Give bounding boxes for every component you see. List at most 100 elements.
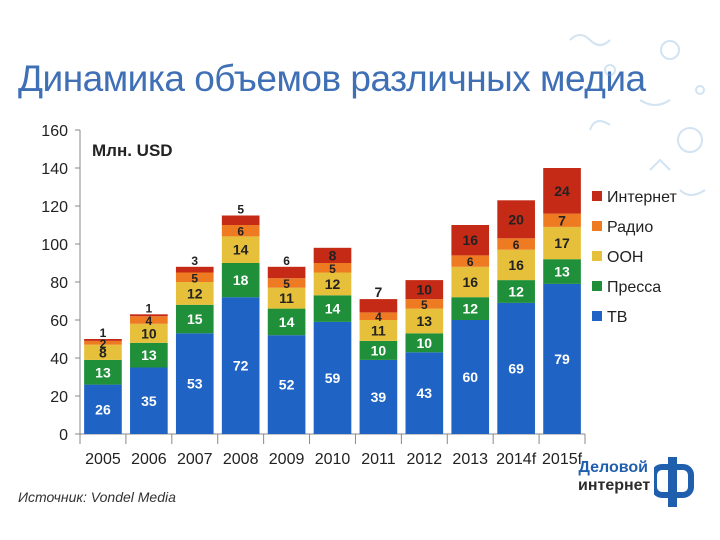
bar-segment-internet <box>405 280 444 300</box>
bar-value-label: 13 <box>95 364 111 380</box>
bar-value-label: 11 <box>279 290 294 306</box>
bar-segment-tv <box>497 302 535 434</box>
bar-segment-internet <box>497 200 535 239</box>
bar-segment-ooh <box>543 226 581 260</box>
bar-value-label: 10 <box>417 335 433 351</box>
bar-value-label: 20 <box>508 211 524 227</box>
y-tick-label: 80 <box>50 275 68 292</box>
bar-segment-internet <box>130 314 168 317</box>
bar-segment-radio <box>543 213 581 227</box>
bar-segment-tv <box>175 333 214 434</box>
x-tick-label: 2009 <box>269 451 305 468</box>
page-title: Динамика объемов различных медиа <box>18 58 646 99</box>
bar-value-label: 4 <box>375 310 382 324</box>
source-note: Источник: Vondel Media <box>18 489 176 505</box>
bar-value-label: 7 <box>375 284 383 300</box>
legend-label-radio: Радио <box>607 219 653 236</box>
bar-segment-internet <box>221 215 260 225</box>
bar-segment-tv <box>84 384 122 434</box>
legend-label-internet: Интернет <box>607 189 677 206</box>
bar-segment-radio <box>221 225 260 237</box>
bar-segment-internet <box>267 266 306 279</box>
bar-value-label: 16 <box>508 257 524 273</box>
bar-value-label: 13 <box>141 347 157 363</box>
bar-segment-ooh <box>130 323 168 343</box>
bar-value-label: 1 <box>100 326 107 340</box>
y-tick-label: 160 <box>41 123 68 140</box>
bar-segment-pressa <box>221 263 260 298</box>
bar-value-label: 60 <box>462 369 478 385</box>
bar-value-label: 35 <box>141 393 157 409</box>
x-tick-label: 2014f <box>496 451 537 468</box>
bar-value-label: 6 <box>237 225 244 239</box>
bar-value-label: 11 <box>371 322 386 338</box>
bar-value-label: 8 <box>329 247 337 263</box>
bar-value-label: 43 <box>417 385 433 401</box>
bar-value-label: 10 <box>141 325 157 341</box>
bar-segment-tv <box>313 321 352 434</box>
bar-value-label: 53 <box>187 376 203 392</box>
bar-segment-ooh <box>84 344 122 360</box>
x-tick-label: 2012 <box>407 451 443 468</box>
bar-value-label: 13 <box>417 313 433 329</box>
bar-segment-ooh <box>497 249 535 281</box>
legend-swatch-tv <box>592 311 602 321</box>
legend-label-tv: ТВ <box>607 309 627 326</box>
bar-value-label: 18 <box>233 272 249 288</box>
bar-segment-tv <box>405 352 444 434</box>
bar-segment-internet <box>84 339 122 341</box>
bar-value-label: 2 <box>100 337 107 351</box>
x-tick-label: 2008 <box>223 451 259 468</box>
bar-value-label: 52 <box>279 377 295 393</box>
bar-value-label: 12 <box>462 301 478 317</box>
x-tick-label: 2006 <box>131 451 167 468</box>
y-tick-label: 140 <box>41 161 68 178</box>
bar-value-label: 24 <box>554 183 570 199</box>
bar-value-label: 5 <box>421 298 428 312</box>
bar-value-label: 12 <box>187 285 203 301</box>
bar-value-label: 59 <box>325 370 341 386</box>
chart-data-labels: 2613821351310415315125372181465521411565… <box>95 183 570 417</box>
bar-value-label: 8 <box>99 344 107 360</box>
bar-segment-pressa <box>267 308 306 336</box>
bar-value-label: 14 <box>325 301 341 317</box>
bar-value-label: 5 <box>191 271 198 285</box>
bar-value-label: 13 <box>554 264 570 280</box>
legend-swatch-radio <box>592 221 602 231</box>
bar-segment-internet <box>543 168 581 214</box>
bar-segment-pressa <box>497 280 535 303</box>
bar-segment-radio <box>175 272 214 282</box>
bar-value-label: 3 <box>191 254 198 268</box>
x-tick-label: 2011 <box>361 451 396 468</box>
chart-legend: Интернет Радио OOH Пресса ТВ <box>592 189 677 326</box>
bar-segment-ooh <box>221 236 260 263</box>
bar-segment-pressa <box>313 295 352 322</box>
bar-value-label: 16 <box>462 274 478 290</box>
bar-segment-ooh <box>359 320 398 341</box>
x-tick-label: 2013 <box>452 451 488 468</box>
chart-bars <box>84 168 581 434</box>
decorative-doodles <box>569 34 706 196</box>
legend-swatch-ooh <box>592 251 602 261</box>
bar-segment-radio <box>130 316 168 324</box>
bar-value-label: 79 <box>554 351 570 367</box>
y-tick-label: 60 <box>50 313 68 330</box>
y-tick-label: 100 <box>41 237 68 254</box>
x-tick-label: 2007 <box>177 451 213 468</box>
bar-value-label: 26 <box>95 401 111 417</box>
bar-value-label: 6 <box>283 254 290 268</box>
y-tick-label: 0 <box>59 427 68 444</box>
bar-value-label: 7 <box>558 212 566 228</box>
bar-segment-radio <box>313 263 352 273</box>
bar-segment-pressa <box>175 304 214 334</box>
bar-segment-radio <box>359 312 398 320</box>
bar-value-label: 14 <box>233 242 249 258</box>
bar-segment-internet <box>359 299 398 313</box>
bar-segment-radio <box>497 238 535 250</box>
bar-value-label: 5 <box>237 203 244 217</box>
brand-logo: Деловой интернет <box>578 457 698 507</box>
bar-segment-pressa <box>84 359 122 385</box>
bar-value-label: 10 <box>371 342 387 358</box>
bar-segment-radio <box>451 255 490 267</box>
x-tick-label: 2010 <box>315 451 351 468</box>
